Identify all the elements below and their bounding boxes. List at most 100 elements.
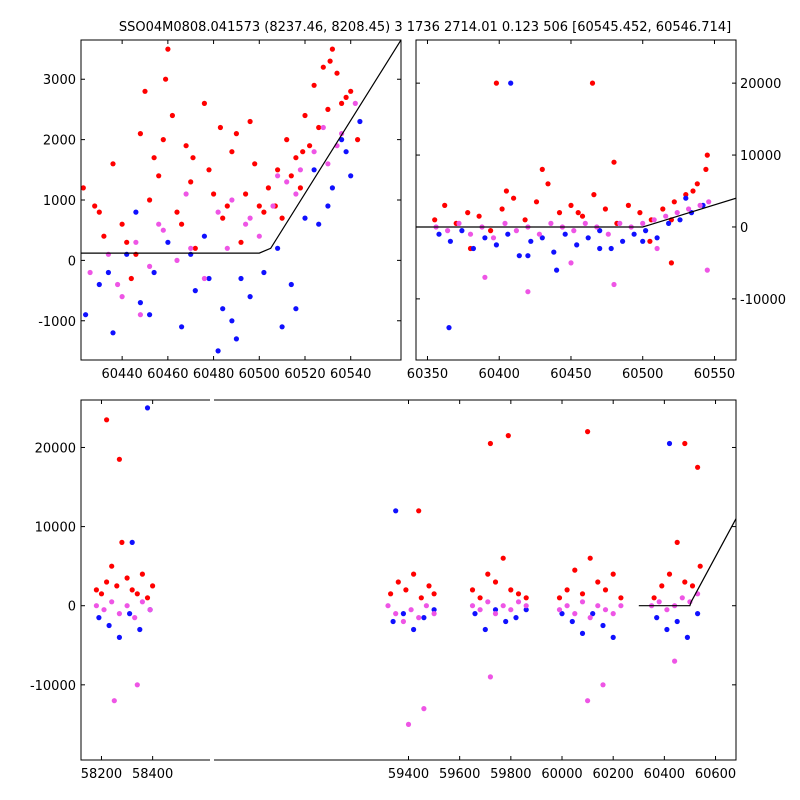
data-point-blue — [165, 239, 171, 245]
y-tick-label: 10000 — [35, 521, 76, 536]
data-point-magenta — [469, 603, 476, 609]
data-point-blue — [188, 251, 194, 257]
data-point-blue — [574, 242, 580, 248]
data-point-blue — [590, 611, 596, 617]
data-point-red — [659, 583, 665, 589]
data-point-red — [224, 203, 230, 209]
data-point-red — [134, 591, 140, 597]
data-point-red — [485, 571, 491, 577]
plot-area-zoom — [81, 40, 401, 354]
data-point-red — [129, 587, 135, 593]
axis-break-top — [210, 396, 214, 404]
data-point-blue — [447, 238, 453, 244]
data-point-red — [275, 167, 281, 173]
y-tick-label: 0 — [740, 221, 748, 236]
x-tick-label: 60500 — [239, 367, 280, 382]
data-point-red — [201, 100, 207, 106]
data-point-blue — [585, 235, 591, 241]
data-point-red — [682, 579, 688, 585]
data-point-red — [610, 571, 616, 577]
data-point-red — [572, 567, 578, 573]
data-point-blue — [551, 249, 557, 255]
data-point-magenta — [147, 263, 153, 269]
data-point-magenta — [467, 231, 474, 237]
data-point-red — [683, 192, 689, 198]
data-point-red — [311, 82, 317, 88]
data-point-magenta — [640, 220, 646, 226]
x-tick-label: 60550 — [694, 367, 735, 382]
data-point-blue — [288, 281, 294, 288]
model-line — [416, 197, 736, 228]
data-point-red — [533, 199, 540, 205]
data-point-red — [256, 203, 262, 209]
data-point-magenta — [536, 231, 543, 237]
data-point-red — [114, 583, 120, 589]
data-point-red — [142, 88, 148, 94]
data-point-red — [442, 202, 448, 208]
data-point-magenta — [111, 698, 117, 704]
data-point-red — [147, 197, 153, 203]
data-point-magenta — [352, 100, 358, 106]
data-point-blue — [539, 235, 545, 241]
data-point-red — [591, 192, 597, 198]
data-point-red — [523, 595, 529, 601]
y-tick-label: 0 — [68, 254, 76, 269]
data-point-red — [329, 46, 335, 52]
x-tick-label: 60200 — [593, 767, 634, 782]
data-point-red — [188, 179, 194, 185]
data-point-blue — [325, 203, 331, 209]
data-point-magenta — [408, 607, 414, 613]
data-point-red — [602, 587, 609, 593]
data-point-red — [647, 238, 653, 244]
data-point-red — [355, 137, 361, 143]
data-point-red — [587, 555, 593, 561]
data-point-blue — [579, 630, 586, 637]
data-point-blue — [508, 80, 514, 86]
data-point-blue — [597, 228, 603, 234]
data-point-blue — [677, 217, 683, 223]
data-point-magenta — [188, 245, 194, 251]
data-point-red — [595, 579, 601, 585]
data-point-magenta — [656, 599, 662, 605]
data-point-magenta — [485, 599, 491, 605]
data-point-blue — [151, 269, 157, 276]
x-tick-label: 60400 — [479, 367, 520, 382]
data-point-magenta — [663, 213, 669, 219]
data-point-magenta — [679, 595, 685, 601]
data-point-red — [579, 591, 586, 597]
data-point-blue — [631, 231, 637, 237]
data-point-red — [190, 155, 196, 161]
data-point-blue — [562, 231, 568, 237]
data-point-red — [682, 440, 688, 447]
data-point-red — [288, 173, 294, 179]
data-point-magenta — [605, 231, 611, 237]
data-point-red — [98, 591, 105, 597]
data-point-magenta — [160, 227, 166, 233]
data-point-blue — [129, 539, 135, 546]
data-point-blue — [559, 611, 565, 617]
data-point-blue — [201, 233, 207, 239]
data-point-magenta — [243, 221, 249, 227]
x-tick-label: 60520 — [284, 367, 325, 382]
data-point-red — [585, 429, 591, 435]
data-point-blue — [279, 324, 285, 330]
data-point-red — [238, 239, 244, 245]
x-tick-label: 60450 — [550, 367, 591, 382]
data-point-magenta — [651, 217, 657, 223]
data-point-red — [666, 571, 673, 577]
x-tick-label: 60540 — [330, 367, 371, 382]
data-point-red — [104, 417, 110, 423]
data-point-blue — [513, 615, 519, 621]
data-point-red — [233, 131, 239, 137]
data-point-blue — [446, 325, 452, 331]
data-point-magenta — [572, 611, 578, 617]
data-point-magenta — [445, 228, 451, 234]
data-point-blue — [472, 611, 478, 617]
data-point-red — [697, 563, 703, 569]
data-point-red — [668, 260, 675, 266]
data-point-blue — [275, 245, 281, 251]
data-point-blue — [459, 228, 465, 234]
data-point-blue — [357, 118, 363, 125]
data-point-red — [660, 206, 666, 212]
y-tick-label: -10000 — [30, 679, 76, 694]
